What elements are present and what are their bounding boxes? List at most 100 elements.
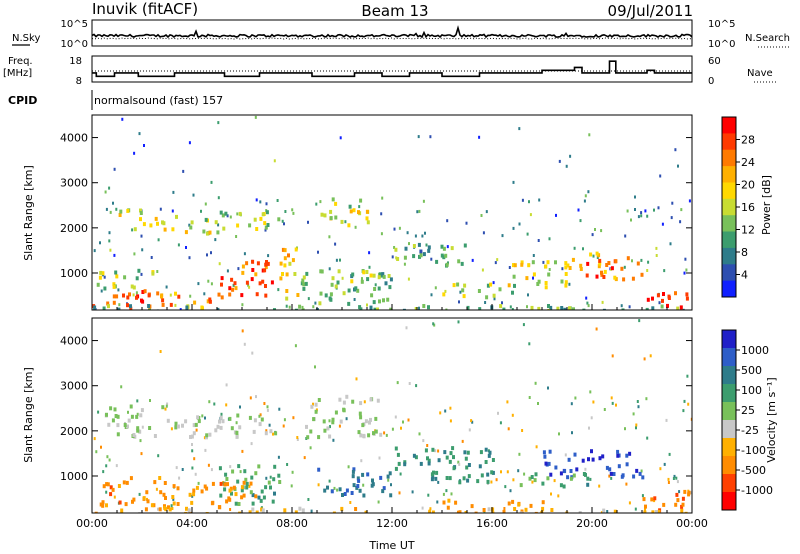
echo-cell: [499, 421, 502, 425]
echo-cell: [685, 292, 689, 297]
echo-cell: [456, 282, 460, 287]
echo-cell: [521, 198, 524, 202]
echo-cell: [350, 491, 354, 495]
echo-cell: [571, 431, 573, 435]
echo-cell: [172, 484, 176, 489]
echo-cell: [658, 301, 661, 305]
echo-cell: [234, 492, 238, 497]
echo-cell: [494, 261, 497, 265]
echo-cell: [579, 263, 583, 268]
echo-cell: [197, 282, 200, 286]
echo-cell: [359, 415, 363, 420]
power-y-ticks: 1000 2000 3000 4000: [60, 132, 692, 280]
echo-cell: [491, 470, 495, 475]
echo-cell: [676, 306, 680, 310]
echo-cell: [458, 300, 460, 304]
echo-cell: [561, 267, 564, 271]
echo-cell: [309, 429, 313, 434]
echo-cell: [567, 457, 571, 462]
echo-cell: [597, 264, 601, 269]
echo-cell: [240, 495, 244, 500]
echo-cell: [450, 246, 454, 251]
velocity-x-ticks: 00:00 04:00 08:00 12:00 16:00 20:00 00:00: [76, 507, 708, 530]
echo-cell: [460, 261, 464, 266]
echo-cell: [486, 472, 490, 477]
echo-cell: [396, 452, 400, 457]
echo-cell: [109, 210, 112, 214]
echo-cell: [242, 493, 246, 498]
echo-cell: [394, 446, 398, 451]
echo-cell: [651, 306, 655, 310]
echo-cell: [362, 483, 365, 487]
echo-cell: [261, 508, 265, 513]
echo-cell: [521, 429, 524, 432]
echo-cell: [672, 477, 675, 480]
echo-cell: [601, 454, 605, 459]
echo-cell: [345, 394, 349, 399]
echo-cell: [351, 399, 355, 404]
echo-cell: [348, 204, 352, 209]
echo-cell: [493, 297, 496, 301]
echo-cell: [189, 435, 192, 439]
echo-cell: [529, 213, 532, 217]
echo-cell: [218, 262, 221, 266]
echo-cell: [259, 216, 263, 221]
echo-cell: [112, 294, 116, 299]
echo-cell: [458, 480, 462, 485]
echo-cell: [463, 243, 467, 248]
echo-cell: [165, 404, 168, 408]
echo-cell: [217, 196, 220, 200]
echo-cell: [690, 417, 692, 421]
echo-cell: [590, 416, 593, 420]
echo-cell: [369, 417, 372, 422]
colorbar-cell: [722, 420, 736, 439]
echo-cell: [431, 447, 435, 452]
echo-cell: [500, 470, 502, 474]
echo-cell: [676, 498, 680, 503]
echo-cell: [269, 475, 272, 479]
echo-cell: [168, 507, 172, 512]
echo-cell: [181, 468, 184, 471]
echo-cell: [353, 298, 356, 301]
colorbar-cell: [722, 166, 736, 183]
echo-cell: [366, 472, 370, 477]
echo-cell: [507, 427, 510, 431]
echo-cell: [97, 410, 100, 414]
echo-cell: [532, 254, 535, 257]
echo-cell: [630, 218, 632, 222]
echo-cell: [272, 432, 274, 436]
echo-cell: [197, 481, 200, 485]
echo-cell: [165, 285, 168, 289]
echo-cell: [572, 307, 575, 310]
echo-cell: [452, 455, 455, 460]
echo-cell: [101, 503, 105, 508]
echo-cell: [194, 472, 197, 476]
echo-cell: [214, 238, 217, 242]
echo-cell: [609, 471, 613, 476]
echo-cell: [306, 435, 310, 440]
echo-cell: [497, 411, 499, 415]
echo-cell: [646, 214, 649, 218]
colorbar-tick-label: -500: [741, 464, 766, 477]
echo-cell: [184, 511, 188, 513]
echo-cell: [234, 501, 238, 506]
echo-cell: [554, 260, 557, 265]
echo-cell: [326, 485, 329, 490]
echo-cell: [434, 449, 437, 453]
echo-cell: [176, 486, 180, 491]
echo-cell: [403, 255, 407, 260]
echo-cell: [628, 305, 631, 309]
echo-cell: [264, 293, 268, 298]
echo-cell: [140, 234, 143, 238]
echo-cell: [385, 433, 388, 437]
echo-cell: [668, 452, 671, 456]
echo-cell: [133, 252, 136, 256]
echo-cell: [617, 464, 621, 469]
echo-cell: [329, 297, 333, 302]
echo-cell: [302, 275, 306, 280]
echo-cell: [564, 283, 568, 288]
echo-cell: [594, 228, 596, 231]
colorbar-cell: [722, 149, 736, 167]
echo-cell: [466, 450, 470, 455]
echo-cell: [264, 228, 267, 232]
